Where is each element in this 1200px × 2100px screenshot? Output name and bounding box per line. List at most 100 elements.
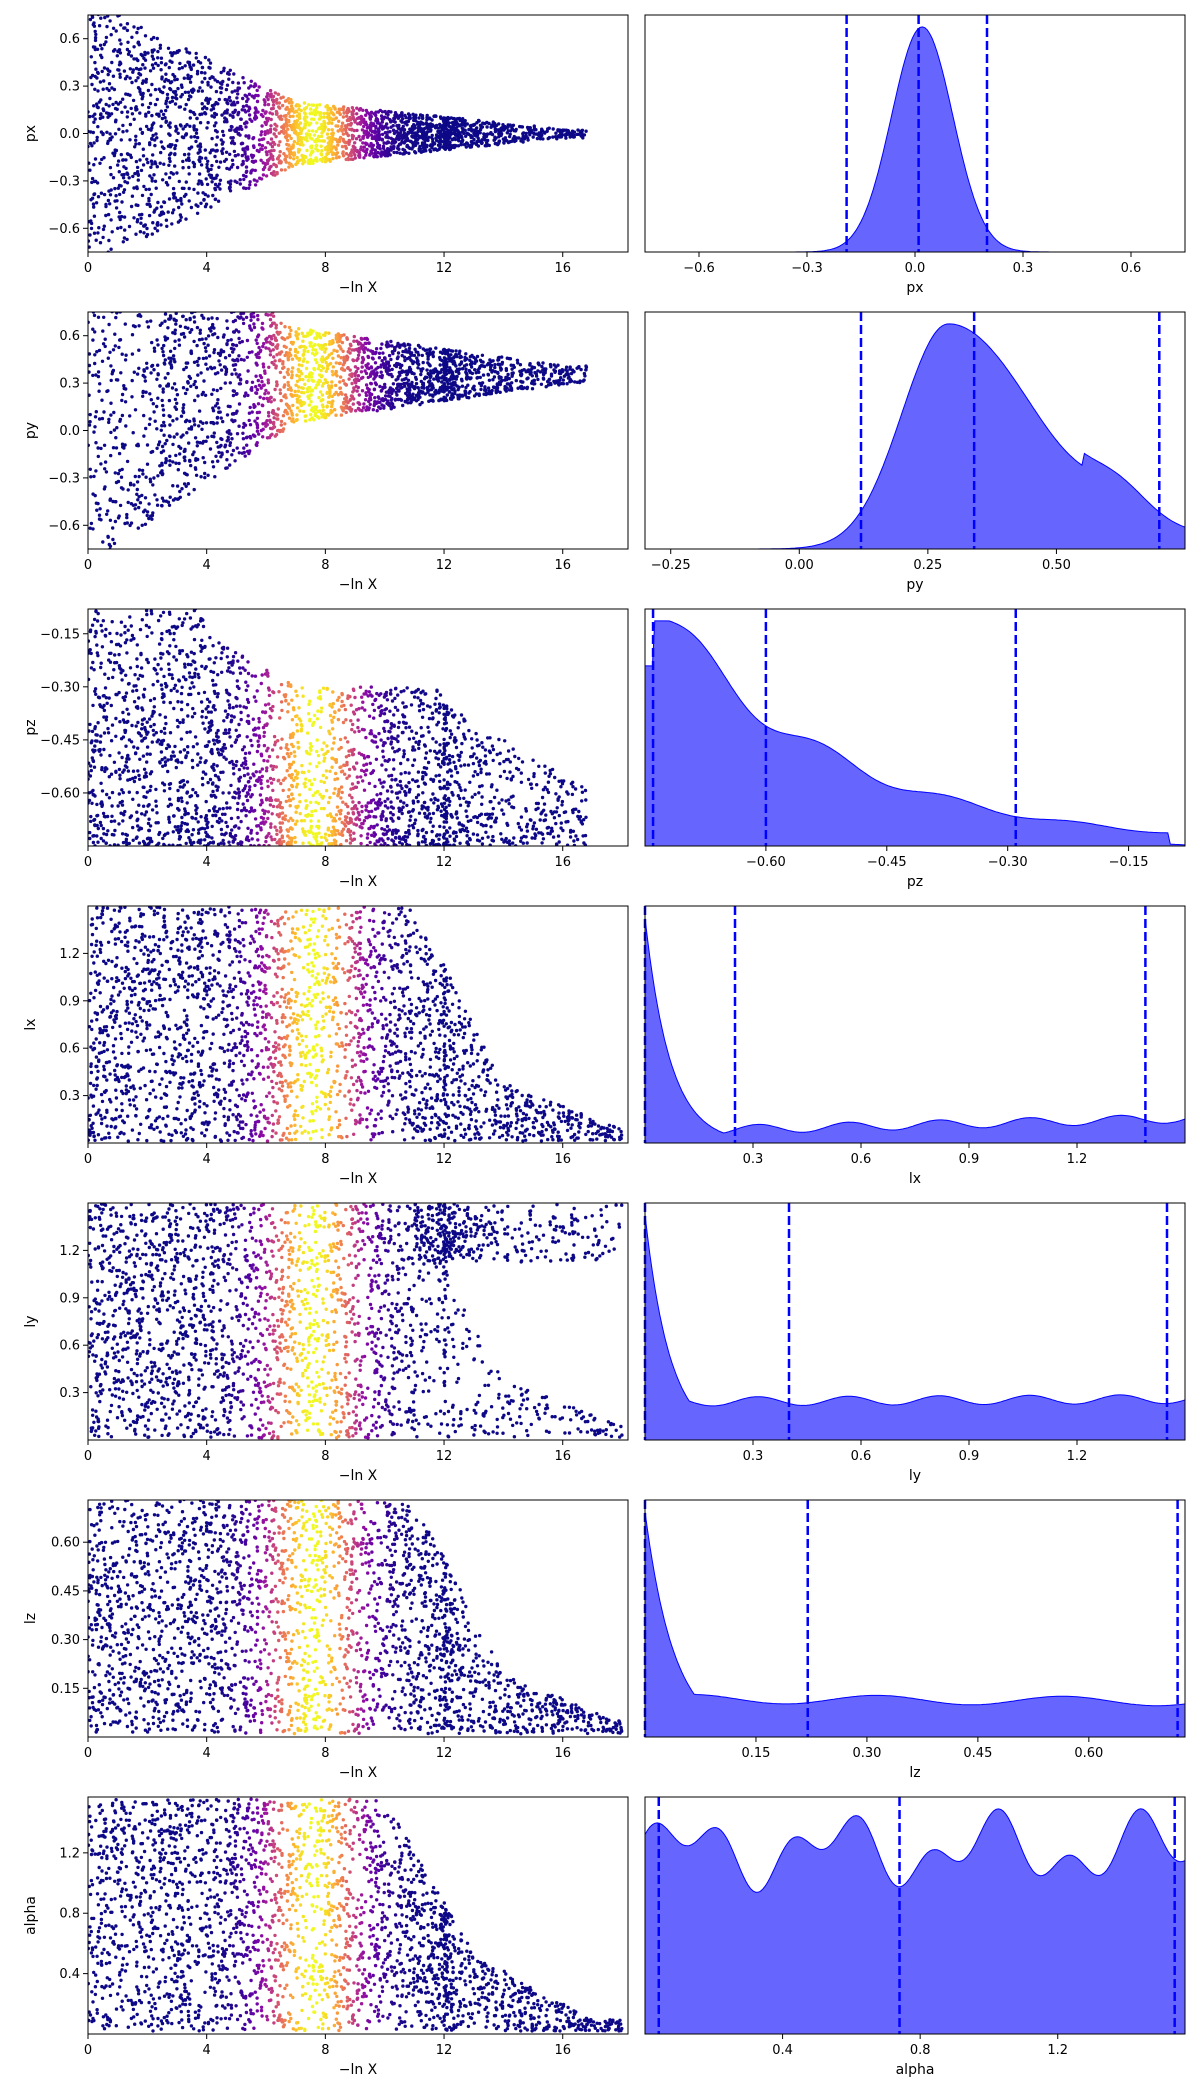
px-scatter-point — [335, 110, 340, 114]
py-scatter-point — [504, 367, 508, 371]
py-scatter-point — [361, 355, 365, 360]
py-scatter-point — [447, 390, 452, 394]
py-scatter-point — [125, 521, 129, 525]
py-scatter-point — [163, 319, 167, 323]
px-scatter-point — [252, 178, 256, 182]
px-scatter-point — [393, 111, 398, 115]
px-scatter-point — [389, 136, 393, 140]
py-scatter-point — [265, 340, 269, 344]
py-scatter-point — [500, 355, 504, 359]
px-scatter-point — [271, 100, 276, 104]
py-scatter-point — [145, 513, 149, 518]
py-scatter-point — [255, 416, 260, 420]
py-scatter-point — [247, 411, 252, 415]
py-scatter-point — [151, 511, 155, 515]
py-scatter-point — [222, 285, 225, 288]
px-scatter-point — [91, 130, 96, 135]
px-scatter-point — [180, 202, 184, 206]
py-scatter-point — [158, 384, 162, 388]
px-scatter-point — [109, 112, 114, 116]
py-scatter-point — [94, 373, 98, 377]
px-scatter-point — [93, 117, 97, 121]
px-scatter-point — [210, 136, 214, 141]
py-scatter-point — [178, 452, 182, 456]
px-scatter-point — [231, 80, 235, 85]
py-scatter-point — [385, 401, 389, 406]
px-scatter-point — [171, 172, 175, 176]
px-scatter-point — [129, 54, 134, 58]
py-scatter-point — [156, 474, 160, 478]
px-scatter-point — [343, 124, 348, 128]
px-scatter-point — [206, 167, 211, 172]
px-scatter-point — [110, 135, 114, 139]
px-scatter-point — [123, 26, 127, 30]
px-scatter-point — [274, 134, 278, 139]
py-scatter-point — [143, 496, 148, 500]
px-scatter-point — [326, 141, 331, 145]
px-scatter-point — [235, 100, 240, 105]
px-scatter-point — [369, 133, 373, 137]
px-scatter-point — [197, 172, 202, 176]
py-scatter-point — [115, 312, 119, 315]
py-scatter-point — [171, 354, 176, 358]
py-scatter-point — [400, 353, 404, 358]
py-scatter-point — [274, 364, 278, 368]
px-scatter-point — [118, 192, 122, 197]
px-scatter-point — [173, 89, 178, 94]
px-scatter-point — [183, 64, 187, 68]
py-scatter-point — [373, 381, 378, 385]
px-scatter-point — [203, 55, 208, 60]
py-scatter-point — [244, 315, 249, 320]
py-scatter-point — [496, 358, 500, 362]
py-scatter-point — [147, 285, 150, 288]
px-scatter-point — [147, 199, 151, 203]
py-scatter-point — [136, 498, 140, 502]
py-scatter-point — [199, 475, 203, 479]
py-scatter-point — [518, 363, 523, 367]
px-scatter-point — [519, 139, 523, 143]
py-scatter-point — [135, 246, 138, 249]
py-scatter-point — [261, 422, 265, 426]
px-scatter-point — [182, 186, 186, 191]
py-scatter-point — [215, 421, 219, 425]
py-scatter-point — [111, 446, 116, 450]
px-scatter-point — [134, 159, 139, 164]
py-scatter-point — [367, 341, 371, 345]
py-scatter-point — [128, 481, 133, 485]
px-scatter-point — [187, 199, 191, 203]
px-scatter-point — [99, 112, 103, 116]
py-scatter-point — [262, 396, 266, 401]
px-scatter-point — [191, 63, 196, 67]
py-scatter-point — [117, 345, 121, 350]
py-scatter-point — [220, 304, 223, 307]
px-scatter-point — [403, 113, 407, 118]
py-scatter-point — [120, 264, 123, 267]
px-scatter-point — [175, 171, 179, 175]
px-scatter-point — [383, 131, 388, 135]
px-scatter-point — [279, 168, 284, 172]
py-scatter-point — [136, 274, 139, 277]
px-scatter-point — [271, 103, 276, 107]
px-scatter-point — [364, 153, 368, 157]
px-scatter-point — [152, 48, 156, 52]
px-scatter-point — [275, 124, 279, 128]
py-scatter-point — [419, 372, 423, 377]
px-scatter-point — [532, 124, 536, 128]
px-scatter-point — [143, 66, 147, 70]
px-scatter-point — [224, 150, 229, 154]
px-scatter-point — [215, 148, 219, 153]
px-scatter-point — [132, 216, 136, 220]
py-scatter-point — [124, 259, 127, 262]
py-scatter-point — [101, 260, 104, 263]
px-scatter-point — [372, 154, 376, 158]
px-scatter-point — [248, 180, 252, 184]
py-scatter-point — [256, 313, 260, 318]
px-scatter-point — [175, 77, 179, 82]
px-scatter-point — [285, 123, 289, 128]
py-scatter-point — [478, 375, 482, 380]
px-scatter-point — [114, 148, 119, 153]
px-scatter-point — [228, 152, 232, 156]
px-scatter-point — [476, 136, 480, 140]
px-scatter-point — [139, 216, 143, 220]
py-scatter-point — [174, 312, 178, 316]
